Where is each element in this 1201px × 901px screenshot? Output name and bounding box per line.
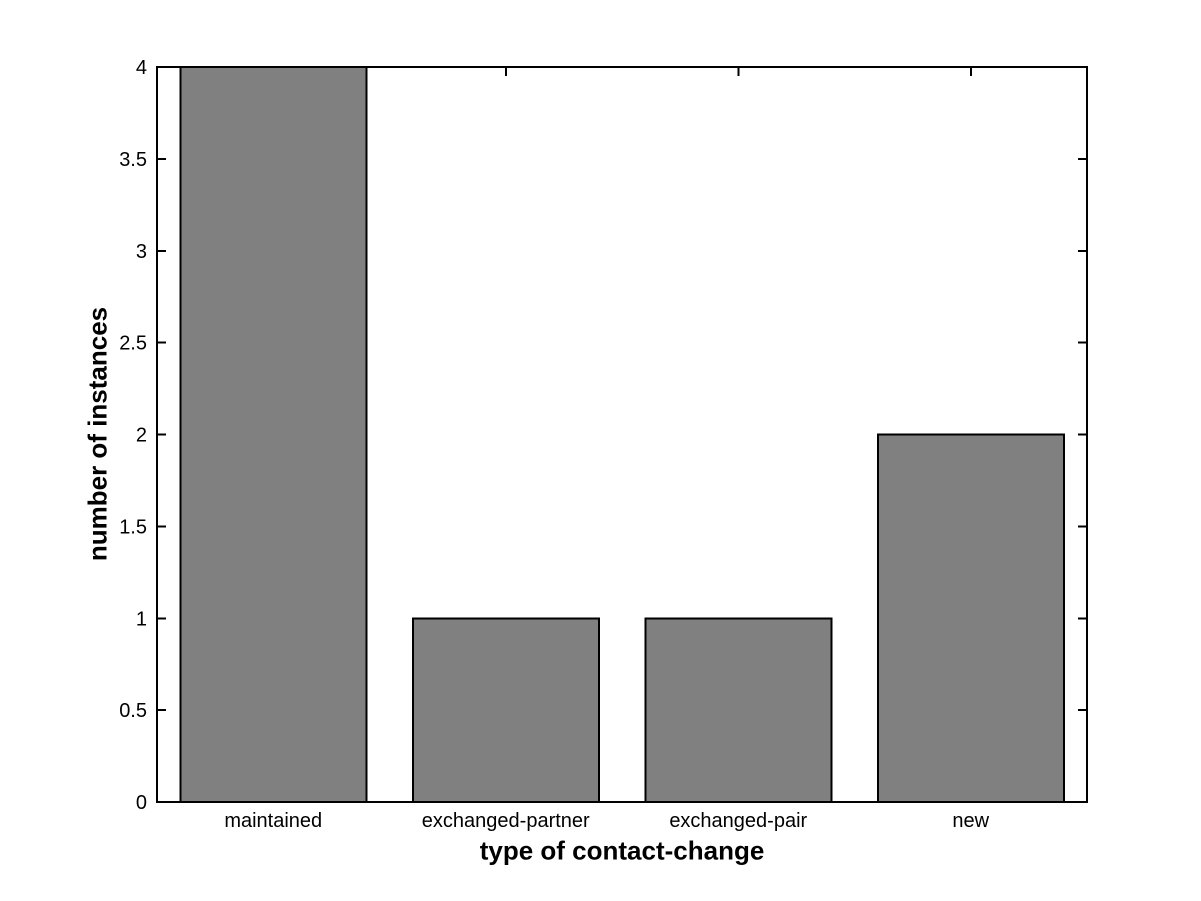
bar-exchanged-partner (411, 617, 600, 803)
x-category-label: new (952, 810, 989, 832)
x-axis-label: type of contact-change (479, 835, 765, 866)
bar-exchanged-pair (644, 617, 833, 803)
x-category-label: exchanged-pair (669, 810, 807, 832)
x-category-label: exchanged-partner (422, 810, 590, 832)
x-category-label: maintained (224, 810, 322, 832)
y-tick-label: 2.5 (119, 333, 147, 355)
y-tick-label: 3.5 (119, 149, 147, 171)
y-tick-label: 1.5 (119, 516, 147, 538)
y-tick-label: 2 (136, 425, 147, 447)
axes-box (156, 66, 1088, 803)
y-tick-label: 0.5 (119, 700, 147, 722)
y-tick-label: 0 (136, 792, 147, 814)
y-axis-label: number of instances (82, 306, 113, 562)
y-tick-label: 1 (136, 608, 147, 630)
bar-maintained (179, 66, 368, 803)
y-tick-label: 3 (136, 241, 147, 263)
bar-new (876, 433, 1065, 803)
y-tick-label: 4 (136, 57, 147, 79)
